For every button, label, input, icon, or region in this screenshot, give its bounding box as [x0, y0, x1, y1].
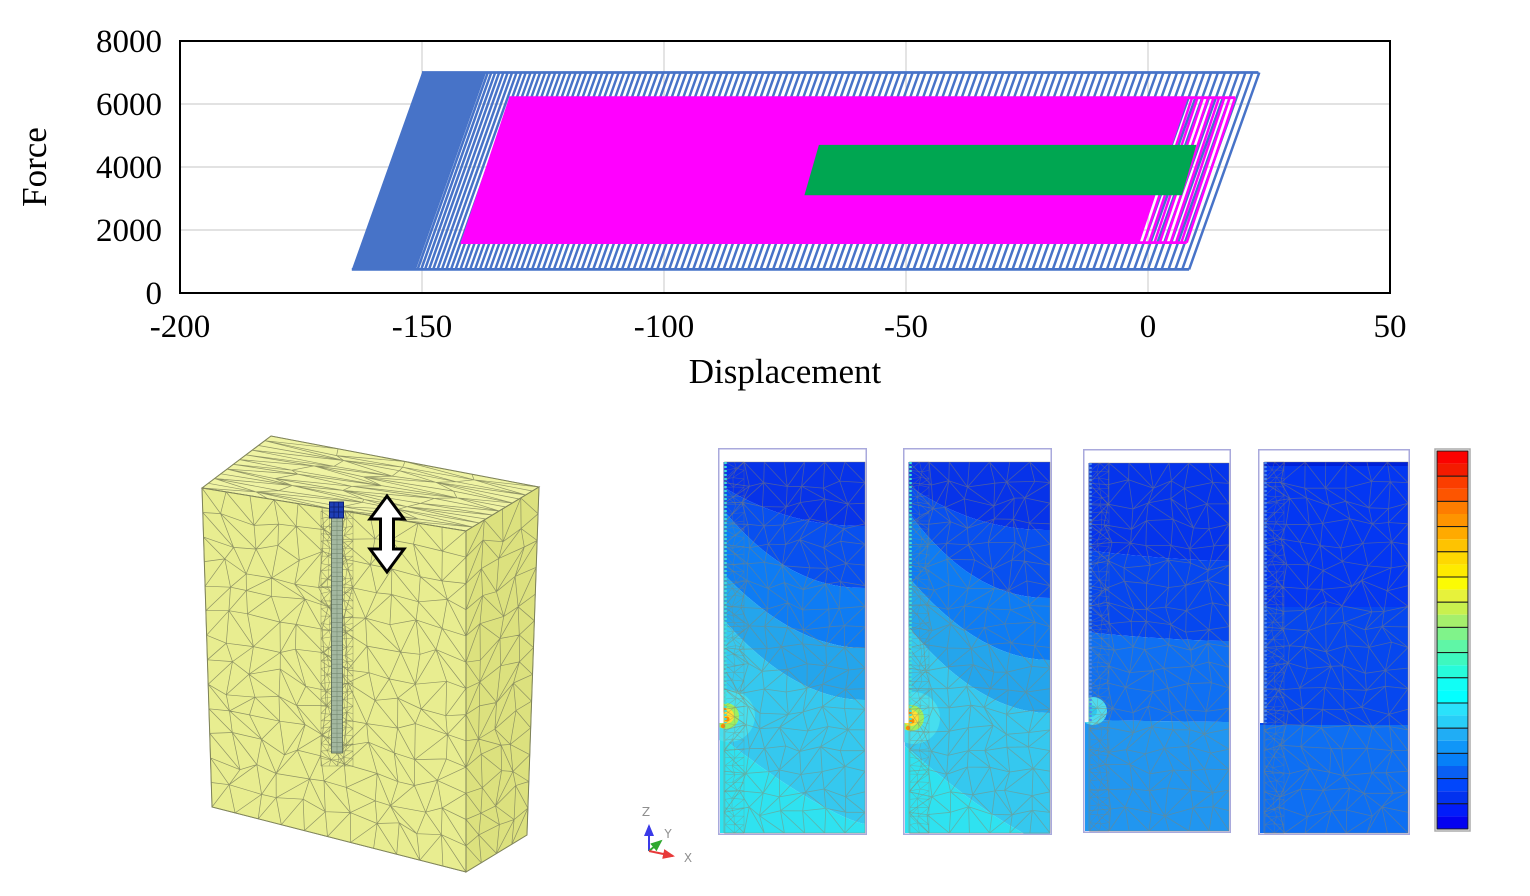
contour-band [905, 508, 1050, 660]
mesh-lines [1088, 462, 1230, 832]
contour-band [905, 573, 1050, 713]
colorbar-border [1434, 448, 1471, 832]
contour-panels [718, 448, 1410, 835]
chart-tick-labels: 0 2000 4000 6000 8000 -200 -150 -100 -50 0 50 [96, 24, 1407, 345]
contour-band [905, 623, 1050, 834]
panel-frame [1258, 449, 1410, 835]
y-tick-label: 4000 [96, 150, 162, 186]
x-tick-label: 0 [1140, 309, 1157, 345]
x-tick-label: 50 [1374, 309, 1407, 345]
contour-panel-1 [718, 448, 867, 835]
force-displacement-chart: 0 2000 4000 6000 8000 -200 -150 -100 -50 0 50 Forc… [15, 24, 1407, 391]
contour-band [720, 570, 865, 700]
y-tick-label: 0 [146, 276, 163, 312]
mesh-lines [723, 461, 866, 834]
hysteresis-band [804, 144, 1197, 196]
mesh-lines [908, 461, 1051, 834]
x-tick-label: -100 [634, 309, 695, 345]
loading-direction-arrow [367, 493, 407, 575]
contour-panel-2 [903, 448, 1052, 835]
contour-panel-4 [1258, 449, 1410, 835]
panel-frame [903, 448, 1052, 835]
x-tick-label: -50 [884, 309, 928, 345]
colorbar [1434, 448, 1471, 832]
series-small-amplitude-hysteresis-loops [804, 144, 1197, 196]
contour-band [1260, 725, 1408, 833]
mesh-lines [1263, 461, 1409, 834]
pile-cap [329, 501, 344, 519]
y-tick-label: 6000 [96, 87, 162, 123]
x-axis-arrow [648, 849, 675, 859]
y-axis-title: Force [15, 127, 54, 207]
contour-band [720, 485, 865, 588]
mesh-block-figure [200, 435, 541, 873]
pile-slot [904, 462, 909, 723]
hysteresis-band [351, 72, 485, 270]
z-axis-label: Z [642, 805, 650, 819]
x-tick-label: -200 [150, 309, 211, 345]
x-axis-title: Displacement [689, 352, 882, 391]
y-tick-label: 2000 [96, 213, 162, 249]
chart-plot-frame [179, 40, 1391, 294]
colorbar-segment [1436, 803, 1469, 830]
pile-slot [719, 462, 724, 723]
contour-band [905, 746, 1050, 834]
contour-band [905, 483, 1050, 598]
y-axis-arrow [648, 839, 663, 852]
chart-series [351, 71, 1261, 271]
y-axis-label: Y [663, 827, 672, 841]
contour-band [1260, 462, 1408, 466]
x-tick-label: -150 [392, 309, 453, 345]
mesh-lines [465, 486, 540, 873]
contour-band [720, 462, 865, 526]
contour-band [720, 736, 865, 833]
pile-slot [1259, 462, 1264, 723]
contour-band [1085, 550, 1229, 641]
pile-slot [1084, 463, 1089, 722]
axis-triad: ZYX [642, 805, 692, 865]
x-axis-label: X [684, 851, 692, 865]
panel-frame [1083, 449, 1231, 833]
contour-band [1260, 466, 1408, 607]
y-tick-label: 8000 [96, 24, 162, 60]
pile-mesh-lines [332, 518, 343, 753]
contour-band [1085, 632, 1229, 722]
pile-shaft [331, 517, 343, 754]
contour-panel-3 [1083, 449, 1231, 833]
panel-frame [718, 448, 867, 835]
